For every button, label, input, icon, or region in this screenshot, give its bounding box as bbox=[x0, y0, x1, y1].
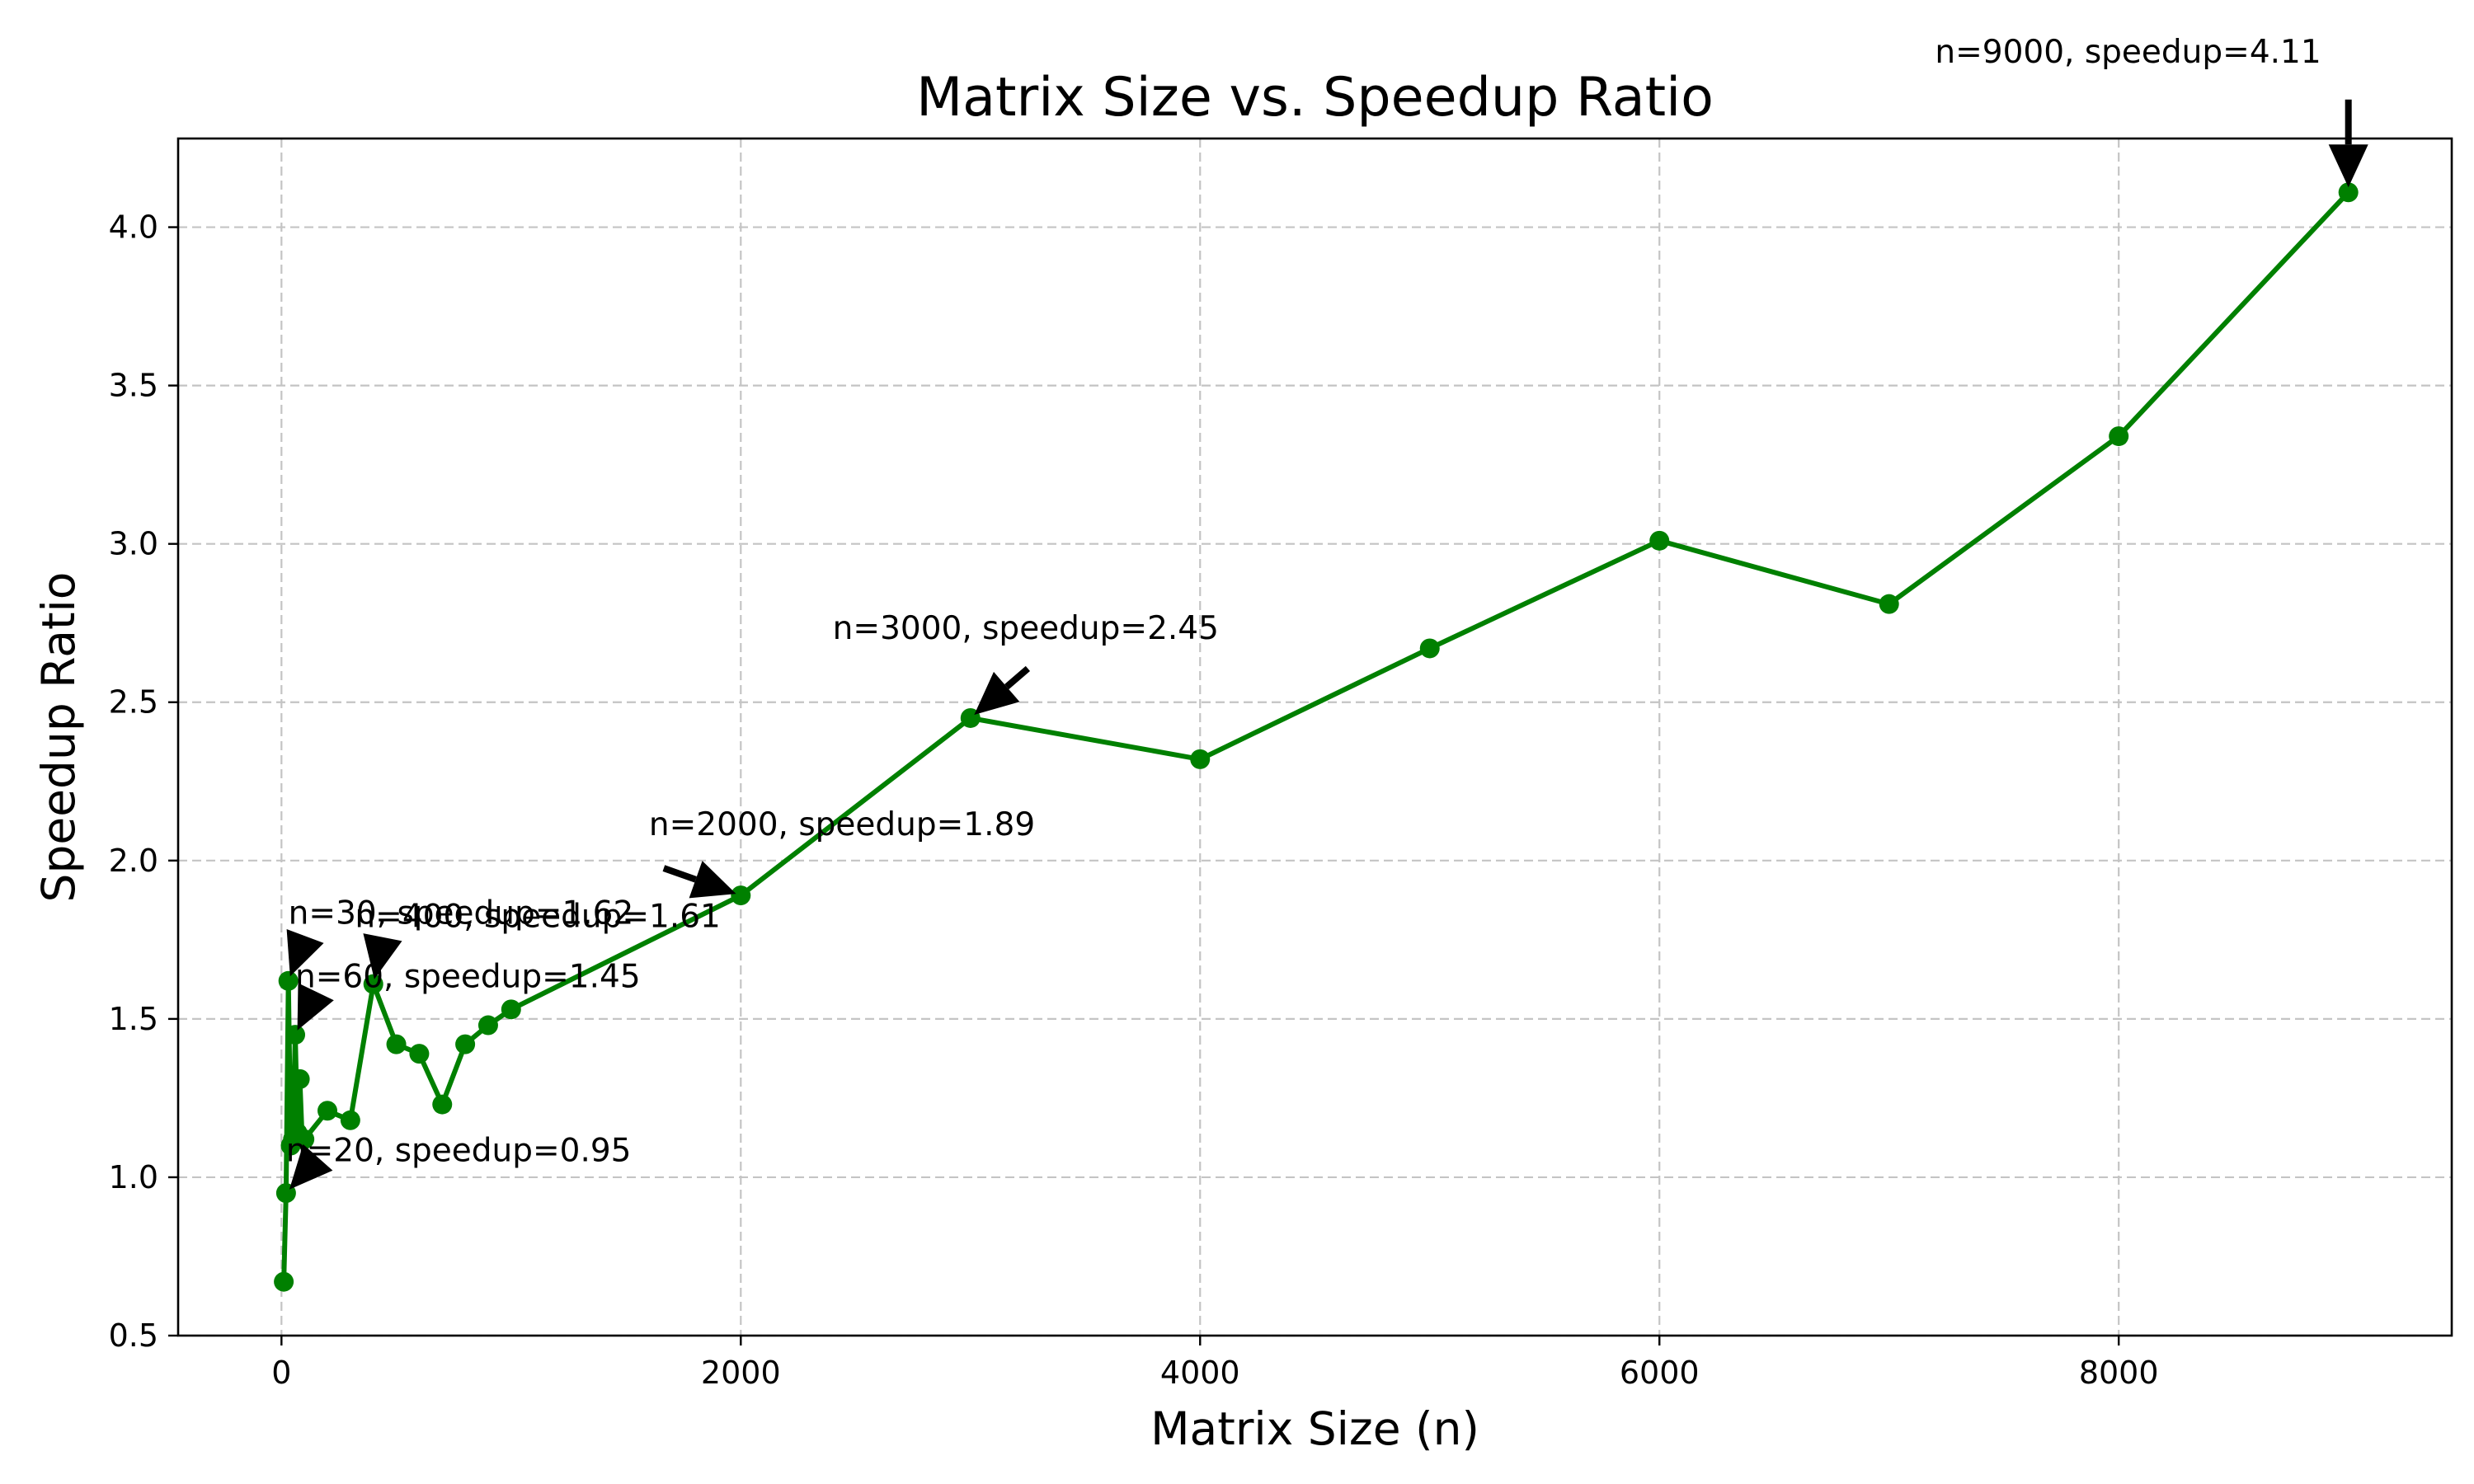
annotation-arrow-head bbox=[363, 933, 402, 979]
data-point bbox=[2109, 426, 2129, 447]
y-tick-label: 4.0 bbox=[109, 209, 158, 246]
data-point bbox=[294, 1129, 315, 1149]
data-point bbox=[432, 1094, 453, 1115]
chart-title: Matrix Size vs. Speedup Ratio bbox=[916, 67, 1714, 129]
y-tick-label: 3.5 bbox=[109, 368, 158, 404]
x-tick-label: 8000 bbox=[2079, 1355, 2159, 1391]
y-tick-label: 2.0 bbox=[109, 843, 158, 879]
x-tick-label: 4000 bbox=[1160, 1355, 1240, 1391]
data-point bbox=[386, 1034, 407, 1054]
annotation-arrow-head bbox=[297, 983, 334, 1031]
x-axis-title: Matrix Size (n) bbox=[1150, 1402, 1479, 1455]
data-point bbox=[1649, 530, 1670, 551]
annotation-label: n=60, speedup=1.45 bbox=[295, 958, 641, 995]
data-point bbox=[2338, 182, 2359, 203]
data-point bbox=[1419, 638, 1440, 659]
annotation-label: n=20, speedup=0.95 bbox=[286, 1133, 632, 1170]
annotations: n=20, speedup=0.95 n=30, speedup=1.62 n=60… bbox=[286, 34, 2368, 1190]
data-point bbox=[340, 1110, 360, 1130]
x-tick-label: 2000 bbox=[701, 1355, 781, 1391]
data-point bbox=[278, 970, 299, 991]
data-point bbox=[455, 1034, 476, 1054]
data-point bbox=[1879, 594, 1899, 614]
annotation-arrow-shaft bbox=[662, 865, 697, 883]
x-tick-label: 0 bbox=[271, 1355, 291, 1391]
y-tick-label: 2.5 bbox=[109, 684, 158, 721]
annotation-label: n=2000, speedup=1.89 bbox=[649, 806, 1035, 843]
series-layer bbox=[274, 182, 2359, 1292]
data-point bbox=[477, 1015, 498, 1036]
plot-frame bbox=[176, 137, 2453, 1337]
annotation-arrow-head bbox=[974, 671, 1020, 715]
grid bbox=[178, 139, 2452, 1337]
data-point bbox=[317, 1101, 338, 1121]
annotation-label: n=30, speedup=1.62 bbox=[289, 895, 634, 932]
y-tick-label: 1.5 bbox=[109, 1001, 158, 1037]
data-point bbox=[285, 1025, 306, 1045]
y-tick-label: 3.0 bbox=[109, 526, 158, 562]
data-point bbox=[731, 885, 751, 906]
annotation-arrow-shaft bbox=[1004, 665, 1031, 690]
data-point bbox=[501, 999, 521, 1020]
y-axis-title: Speedup Ratio bbox=[32, 572, 85, 903]
data-point bbox=[274, 1271, 294, 1292]
x-tick-label: 6000 bbox=[1620, 1355, 1700, 1391]
data-point bbox=[289, 1068, 310, 1089]
y-tick-label: 0.5 bbox=[109, 1317, 158, 1354]
annotation-arrow-head bbox=[289, 1144, 333, 1190]
y-tick-label: 1.0 bbox=[109, 1159, 158, 1195]
annotation-arrow-head bbox=[2328, 144, 2368, 188]
data-point bbox=[1190, 749, 1211, 769]
annotation-label: n=9000, speedup=4.11 bbox=[1935, 34, 2321, 71]
annotation-arrow-head bbox=[286, 929, 324, 977]
series-line bbox=[281, 190, 2351, 1284]
data-point bbox=[409, 1044, 430, 1064]
data-point bbox=[363, 974, 383, 994]
annotation-label: n=400, speedup=1.61 bbox=[355, 898, 720, 935]
axis-ticks: 0 2000 4000 6000 8000 0.5 1.0 1.5 2.0 2.5 3.0 3.5 4.… bbox=[109, 209, 2159, 1391]
annotation-arrow-head bbox=[689, 861, 736, 899]
annotation-label: n=3000, speedup=2.45 bbox=[833, 610, 1219, 647]
